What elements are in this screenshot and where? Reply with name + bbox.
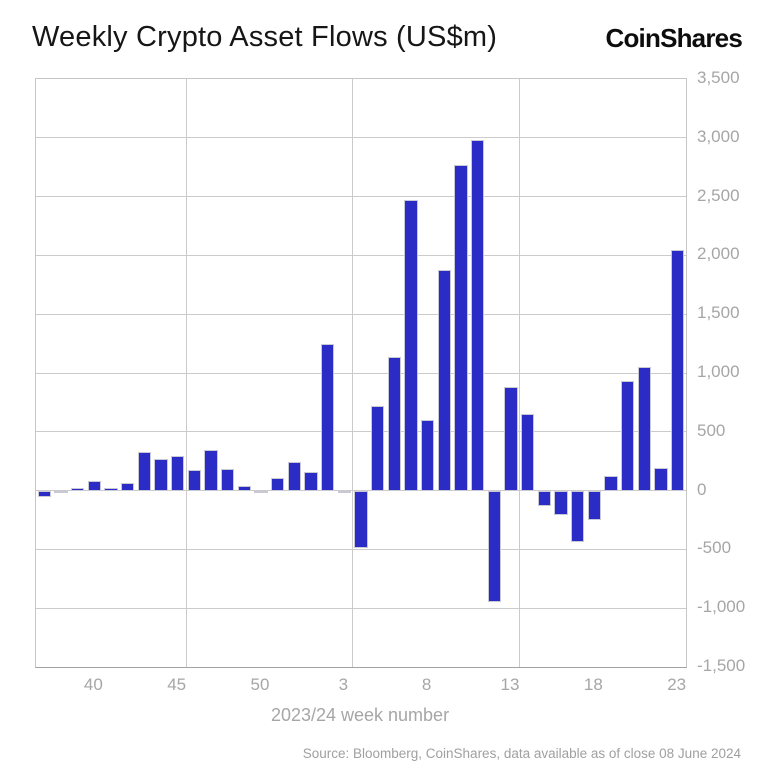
coinshares-logo: CoinShares	[605, 23, 743, 53]
bar-week-9	[437, 269, 452, 491]
bar-week-40	[87, 481, 102, 491]
bar-week-38	[54, 490, 68, 493]
bar-week-2	[320, 343, 335, 491]
h-gridline-2500	[36, 196, 686, 198]
bar-week-14	[520, 414, 535, 491]
x-axis-tick-label-18: 18	[583, 675, 603, 694]
bar-week-51	[270, 478, 285, 491]
h-gridline-500	[36, 431, 686, 433]
bar-week-17	[570, 490, 585, 543]
bar-week-44	[154, 459, 168, 491]
h-gridline--1000	[36, 607, 686, 609]
bar-week-37	[37, 490, 52, 498]
x-axis-title: 2023/24 week number	[270, 705, 450, 725]
bar-week-5	[370, 405, 385, 491]
x-axis-tick-label-40: 40	[83, 675, 103, 694]
x-axis-tick-label-13: 13	[500, 675, 520, 694]
y-axis-tick-label: -1,000	[697, 597, 746, 617]
h-gridline-2000	[36, 254, 686, 256]
y-axis-tick-label: 1,000	[697, 362, 740, 381]
bar-week-15	[537, 490, 552, 506]
bar-week-11	[470, 140, 485, 491]
bar-week-6	[387, 356, 402, 491]
bar-week-48	[220, 468, 235, 491]
h-gridline--500	[36, 548, 686, 550]
bar-week-49	[237, 485, 252, 491]
x-axis-tick-label-50: 50	[250, 675, 270, 694]
bar-week-13	[504, 387, 518, 491]
page-title: Weekly Crypto Asset Flows (US$m)	[32, 21, 498, 53]
v-gridline-week-3	[352, 79, 354, 667]
bar-week-19	[604, 476, 618, 491]
bar-week-4	[354, 490, 368, 549]
h-gridline-1000	[36, 372, 686, 374]
plot-area	[35, 78, 687, 668]
v-gridline-week-13	[518, 79, 520, 667]
x-axis-tick-label-45: 45	[167, 675, 187, 694]
bar-week-23	[670, 250, 685, 491]
bar-week-1	[304, 471, 318, 491]
y-axis-tick-label: 0	[697, 479, 707, 499]
bar-week-47	[204, 449, 218, 491]
bar-week-42	[120, 482, 135, 491]
y-axis-tick-label: 1,500	[697, 303, 740, 323]
bar-week-22	[654, 468, 668, 491]
source-note: Source: Bloomberg, CoinShares, data avai…	[302, 746, 741, 761]
bar-week-20	[620, 380, 635, 491]
y-axis-tick-label: -1,500	[697, 656, 746, 675]
x-axis-tick-label-23: 23	[667, 675, 687, 694]
bar-week-8	[420, 420, 435, 491]
bar-week-10	[454, 164, 468, 491]
h-gridline-3000	[36, 137, 686, 139]
bar-week-7	[404, 200, 418, 491]
bar-week-41	[104, 488, 118, 491]
bar-week-52	[287, 461, 302, 491]
bar-week-21	[637, 367, 652, 491]
y-axis-tick-label: -500	[697, 538, 732, 558]
y-axis-tick-label: 3,000	[697, 126, 740, 146]
bar-week-43	[137, 451, 152, 491]
bar-week-18	[587, 490, 602, 520]
bar-week-12	[487, 490, 502, 603]
y-axis-tick-label: 500	[697, 420, 726, 440]
y-axis-tick-label: 2,500	[697, 185, 740, 205]
bar-week-3	[337, 490, 352, 494]
bar-week-39	[70, 487, 85, 491]
bar-week-50	[254, 490, 268, 493]
y-axis-tick-label: 2,000	[697, 244, 740, 264]
v-gridline-week-45	[185, 79, 187, 667]
x-axis-tick-label-8: 8	[421, 675, 432, 694]
bar-week-45	[170, 455, 185, 491]
y-axis-tick-label: 3,500	[697, 68, 740, 87]
x-axis-tick-label-3: 3	[338, 675, 349, 694]
bar-week-16	[554, 490, 568, 516]
h-gridline-1500	[36, 313, 686, 315]
bar-week-46	[187, 469, 202, 491]
